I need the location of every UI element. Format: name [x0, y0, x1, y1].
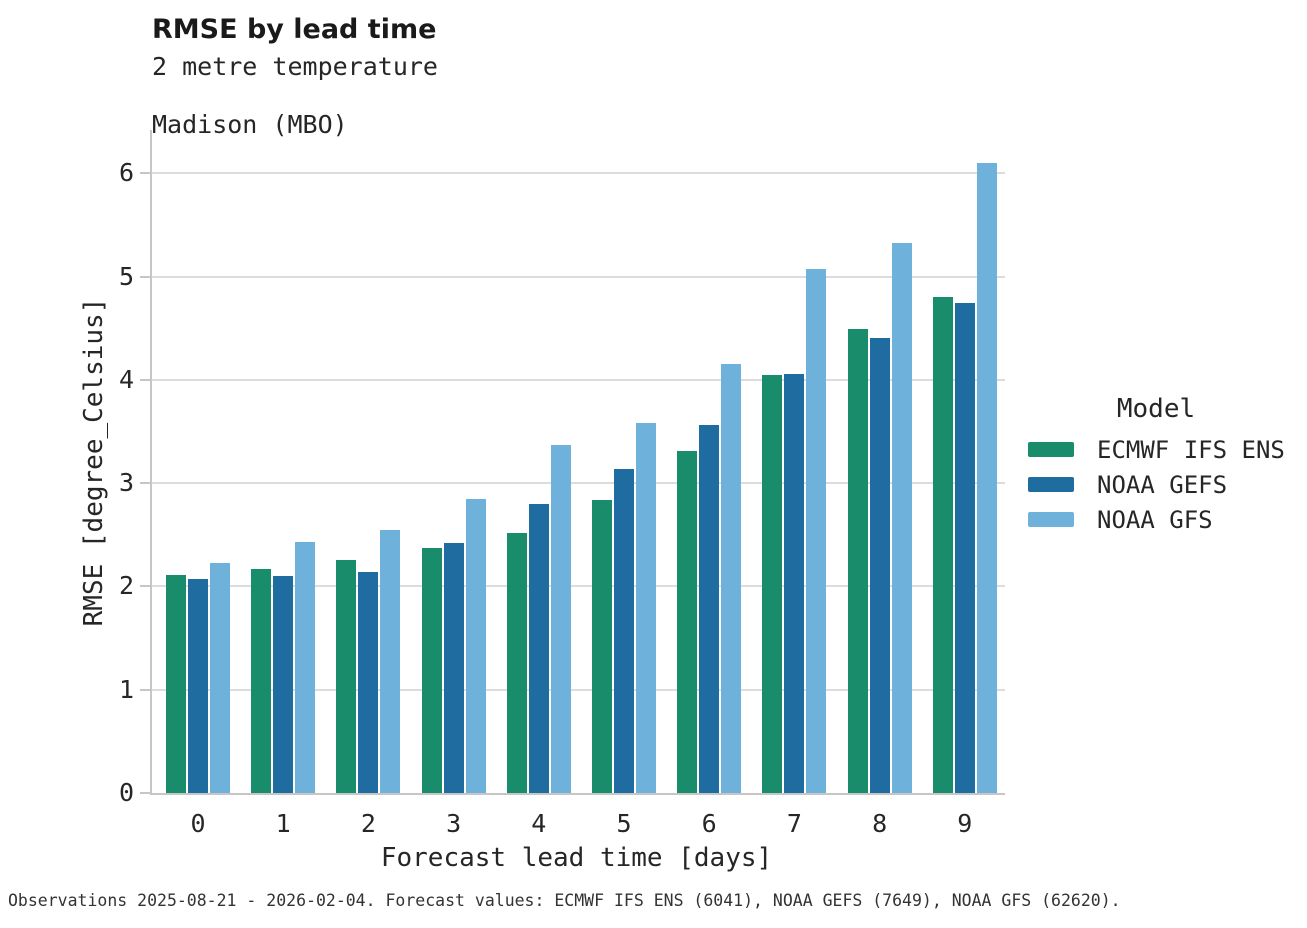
y-axis-label: RMSE [degree_Celsius]: [79, 297, 109, 627]
legend-label-noaa-gfs: NOAA GFS: [1097, 505, 1213, 534]
legend-label-noaa-gefs: NOAA GEFS: [1097, 470, 1228, 499]
bar-noaa-gfs-day-2: [380, 529, 401, 793]
y-tick-mark-1: [140, 688, 150, 691]
bar-noaa-gfs-day-6: [721, 364, 742, 793]
legend-title: Model: [1116, 394, 1196, 424]
legend-label-ecmwf-ifs-ens: ECMWF IFS ENS: [1097, 435, 1285, 464]
legend-row-noaa-gefs: NOAA GEFS: [1028, 470, 1284, 499]
bar-ecmwf-ifs-ens-day-1: [251, 568, 272, 793]
y-tick-label-1: 1: [118, 674, 134, 704]
gridline-y-3: [152, 482, 1005, 485]
y-tick-label-5: 5: [118, 261, 134, 291]
y-tick-mark-5: [140, 275, 150, 278]
bar-group-day-9: [932, 163, 997, 793]
bar-noaa-gefs-day-0: [188, 579, 208, 793]
bar-noaa-gefs-day-3: [443, 543, 464, 793]
y-tick-mark-2: [140, 585, 150, 588]
chart-title: RMSE by lead time: [152, 14, 437, 45]
bar-noaa-gfs-day-7: [806, 269, 827, 793]
gridline-y-1: [152, 688, 1005, 691]
chart-subtitle-line1: 2 metre temperature: [152, 52, 438, 81]
bar-noaa-gefs-day-8: [869, 337, 890, 793]
legend-swatch-noaa-gefs: [1028, 477, 1074, 492]
bar-group-day-1: [251, 542, 316, 793]
y-tick-mark-4: [140, 378, 150, 381]
plot-area: 0 1 2 3 4 5 6 0 1 2 3 4 5 6 7 8 9: [119, 130, 1005, 838]
chart-subtitle: 2 metre temperature Madison (MBO): [152, 52, 438, 139]
chart-subtitle-line2: Madison (MBO): [152, 110, 348, 139]
x-axis-label: Forecast lead time [days]: [380, 843, 773, 873]
legend-swatch-ecmwf-ifs-ens: [1028, 442, 1074, 457]
bar-group-day-8: [847, 242, 912, 793]
legend-row-noaa-gfs: NOAA GFS: [1028, 505, 1284, 534]
bar-noaa-gfs-day-9: [976, 163, 997, 793]
x-tick-label-3: 3: [446, 809, 462, 838]
bar-group-day-4: [506, 445, 571, 793]
y-tick-label-3: 3: [118, 468, 134, 498]
bar-noaa-gfs-day-3: [465, 498, 486, 793]
bar-noaa-gefs-day-1: [273, 576, 294, 793]
bar-noaa-gefs-day-6: [699, 425, 720, 793]
x-tick-label-2: 2: [360, 809, 376, 838]
bar-ecmwf-ifs-ens-day-8: [847, 329, 868, 793]
bar-noaa-gefs-day-9: [954, 302, 975, 793]
x-tick-label-8: 8: [872, 809, 888, 838]
bar-noaa-gefs-day-7: [784, 373, 805, 793]
gridline-y-5: [152, 275, 1005, 278]
gridline-y-6: [152, 172, 1005, 175]
y-tick-mark-3: [140, 482, 150, 485]
bar-noaa-gfs-day-4: [550, 445, 571, 793]
x-tick-label-1: 1: [275, 809, 291, 838]
x-tick-label-7: 7: [786, 809, 802, 838]
bar-ecmwf-ifs-ens-day-9: [932, 297, 953, 793]
y-tick-label-6: 6: [118, 158, 134, 188]
bar-noaa-gefs-day-4: [528, 503, 549, 793]
gridline-y-4: [152, 378, 1005, 381]
legend-entries: ECMWF IFS ENS NOAA GEFS NOAA GFS: [1028, 435, 1285, 534]
bar-ecmwf-ifs-ens-day-5: [592, 499, 612, 793]
gridline-y-2: [152, 585, 1005, 588]
bar-ecmwf-ifs-ens-day-7: [762, 374, 783, 793]
y-tick-mark-0: [140, 792, 150, 794]
bar-noaa-gfs-day-1: [295, 542, 316, 793]
legend-row-ecmwf-ifs-ens: ECMWF IFS ENS: [1028, 435, 1285, 464]
bar-ecmwf-ifs-ens-day-6: [677, 451, 698, 793]
x-tick-label-5: 5: [616, 809, 632, 838]
bar-noaa-gfs-day-8: [891, 242, 912, 793]
legend-swatch-noaa-gfs: [1028, 512, 1074, 527]
bar-ecmwf-ifs-ens-day-2: [336, 559, 357, 793]
bar-group-day-6: [677, 364, 742, 793]
bar-ecmwf-ifs-ens-day-4: [506, 532, 527, 793]
bar-group-day-7: [762, 269, 827, 793]
x-tick-label-4: 4: [531, 809, 547, 838]
bar-ecmwf-ifs-ens-day-0: [166, 575, 186, 793]
bar-noaa-gefs-day-2: [358, 572, 379, 793]
bar-group-day-0: [166, 562, 230, 793]
bar-group-day-3: [421, 498, 486, 793]
bar-noaa-gefs-day-5: [614, 468, 634, 793]
title-block: RMSE by lead time 2 metre temperature Ma…: [152, 14, 438, 139]
x-tick-label-9: 9: [957, 809, 973, 838]
bar-group-day-2: [336, 529, 401, 793]
y-tick-label-2: 2: [118, 571, 134, 601]
bar-group-day-5: [592, 423, 656, 793]
legend: Model ECMWF IFS ENS NOAA GEFS NOAA GFS: [1028, 394, 1285, 542]
x-tick-label-6: 6: [701, 809, 717, 838]
x-tick-label-0: 0: [190, 809, 206, 838]
bar-ecmwf-ifs-ens-day-3: [421, 548, 442, 793]
footer-note: Observations 2025-08-21 - 2026-02-04. Fo…: [8, 891, 1121, 910]
bar-noaa-gfs-day-5: [636, 423, 656, 793]
y-tick-mark-6: [140, 172, 150, 175]
bar-noaa-gfs-day-0: [210, 562, 230, 793]
y-tick-label-4: 4: [118, 364, 134, 394]
y-tick-label-0: 0: [118, 778, 134, 807]
